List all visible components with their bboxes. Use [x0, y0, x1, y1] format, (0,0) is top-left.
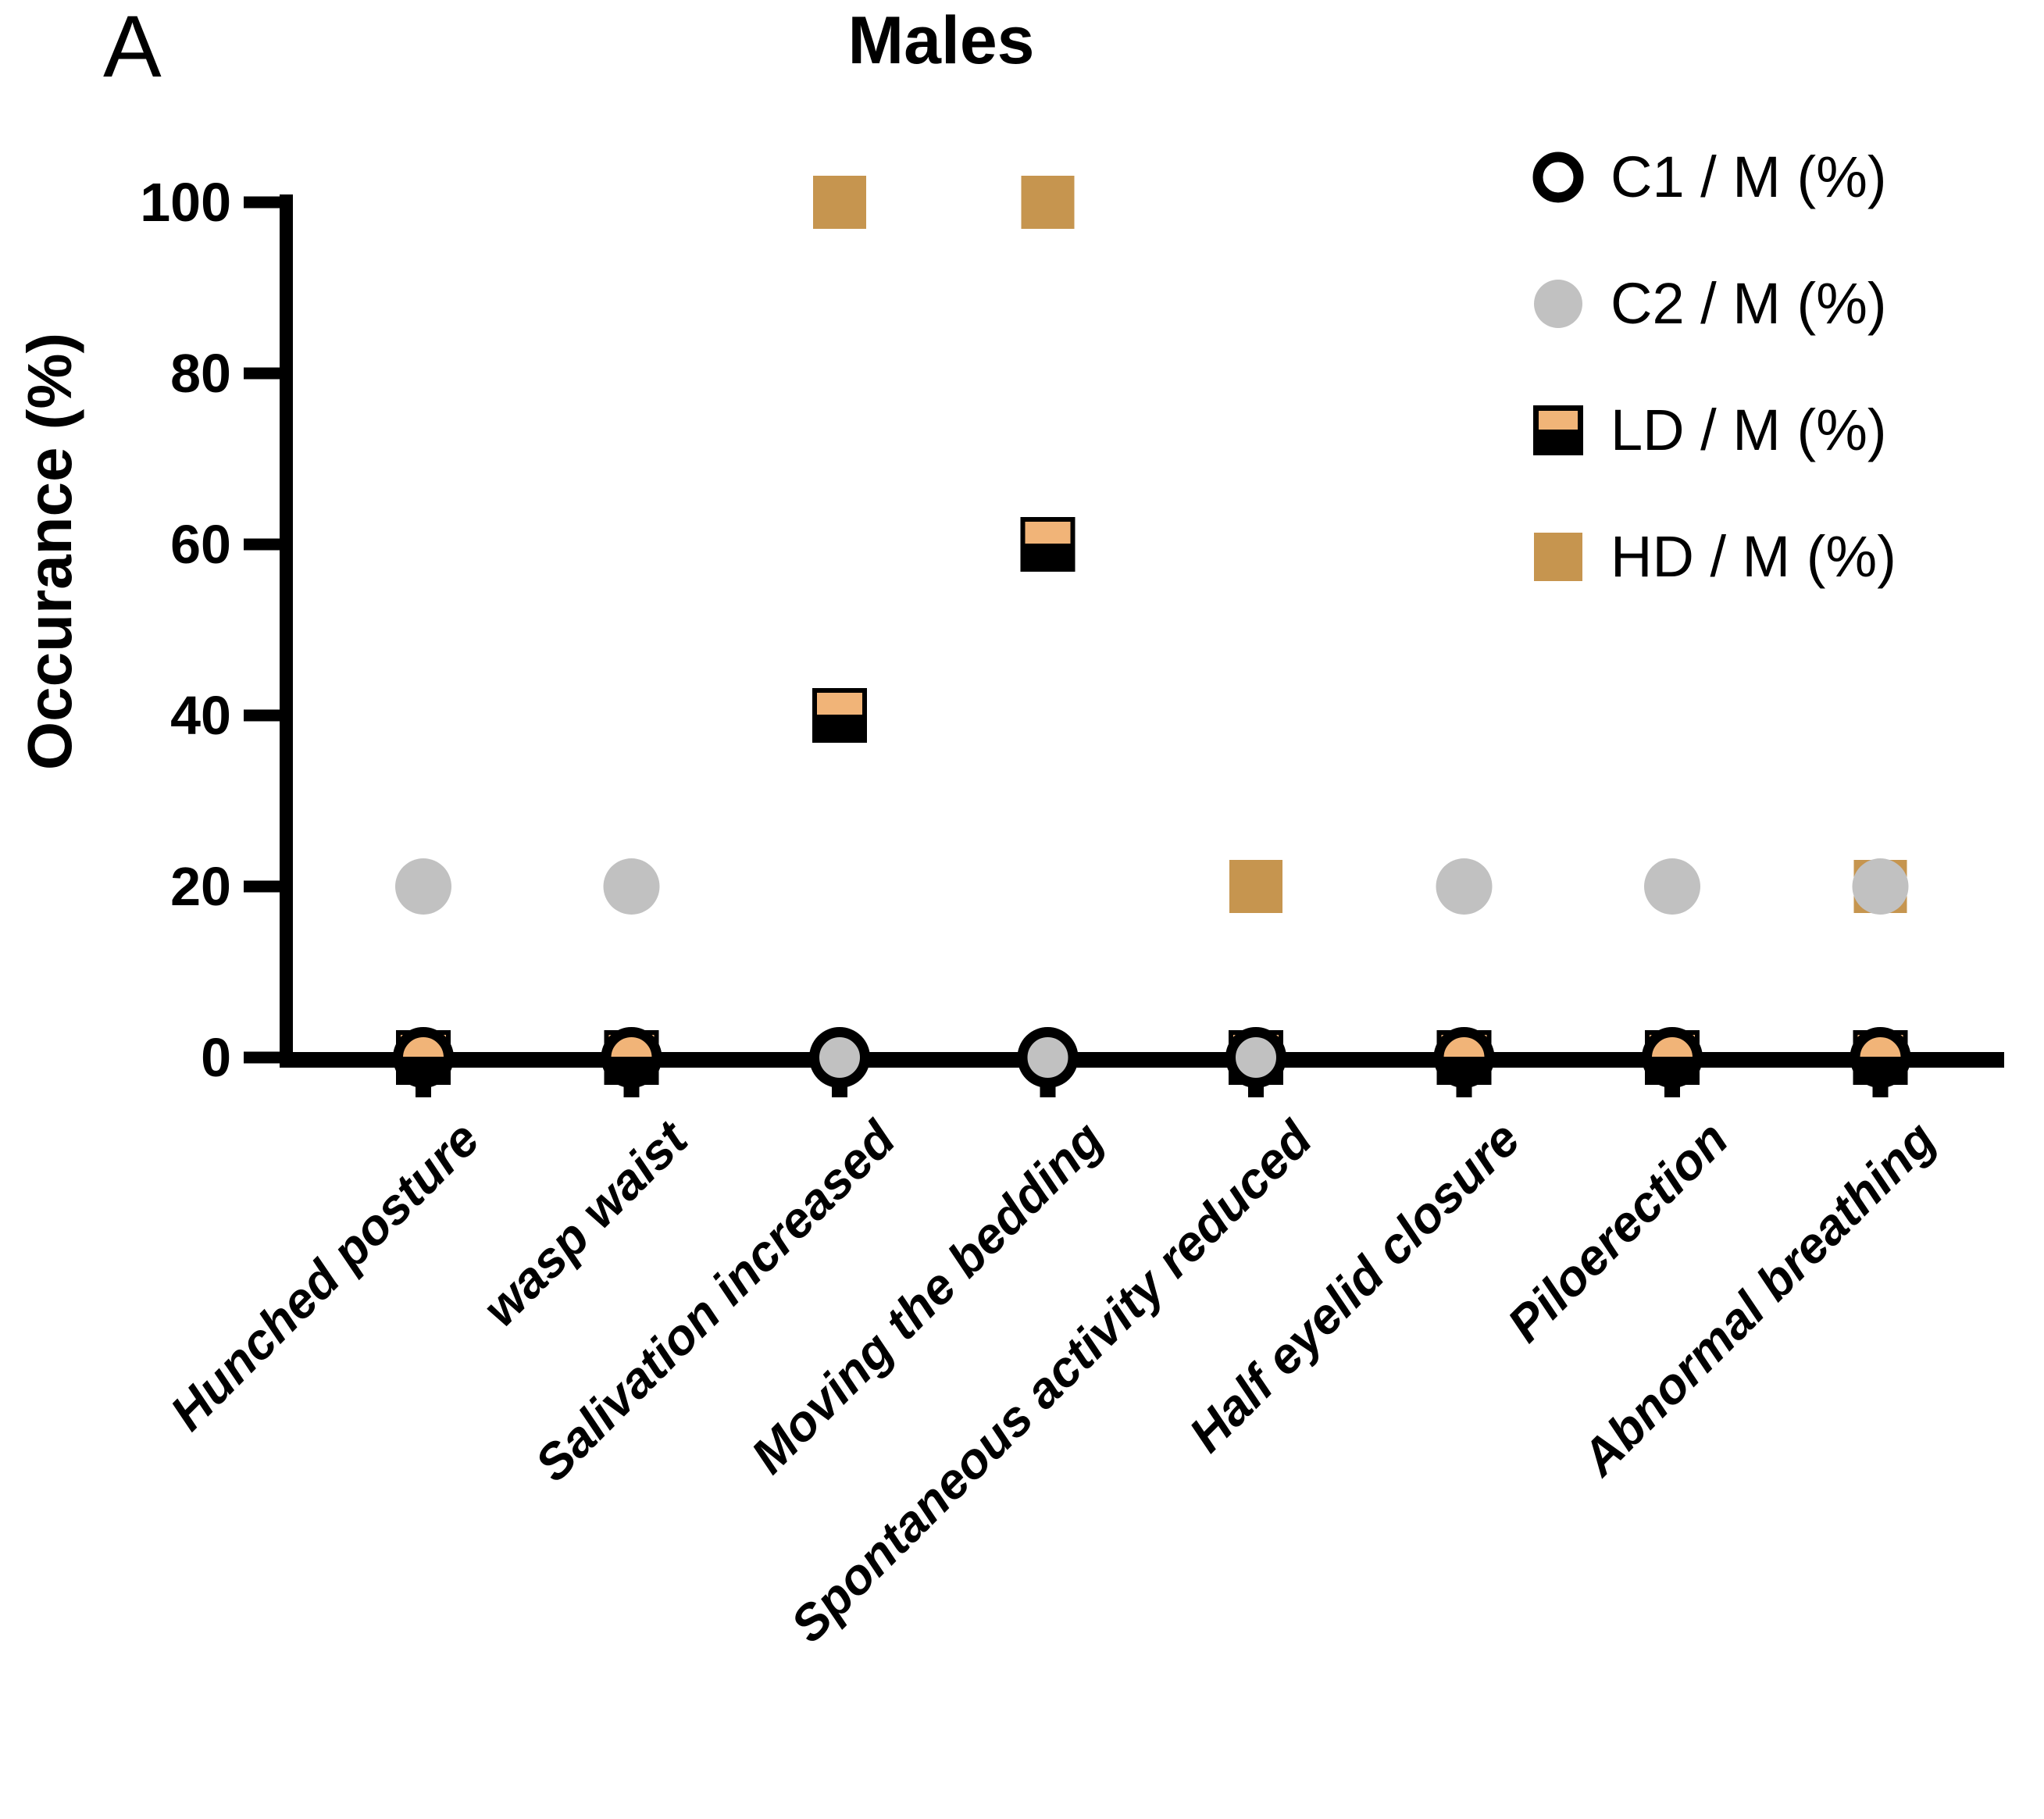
marker-hd: [1229, 860, 1282, 913]
marker-hd: [1021, 176, 1075, 229]
legend-item-ld: LD / M (%): [1529, 399, 1887, 462]
marker-c1: [1642, 1027, 1703, 1088]
y-tick: [244, 880, 280, 893]
marker-ld-top: [817, 693, 862, 715]
gray-circle-icon: [1534, 280, 1582, 328]
marker-hd: [813, 176, 866, 229]
half-filled-square-icon: [1533, 405, 1583, 455]
legend-label-c1: C1 / M (%): [1611, 144, 1887, 209]
y-axis-ticks: [244, 196, 280, 1064]
y-tick: [244, 538, 280, 551]
marker-c2: [812, 1029, 868, 1086]
panel-label: A: [103, 0, 162, 95]
y-tick: [244, 196, 280, 209]
y-tick: [244, 709, 280, 722]
y-tick: [244, 1051, 280, 1064]
y-tick-label: 100: [140, 172, 231, 233]
y-tick-label: 20: [170, 856, 231, 917]
marker-c1: [1850, 1027, 1911, 1088]
legend-item-c2: C2 / M (%): [1529, 273, 1887, 335]
y-tick-label: 0: [201, 1027, 231, 1088]
marker-c2: [1436, 858, 1493, 915]
marker-c1: [393, 1027, 454, 1088]
marker-c1: [601, 1027, 662, 1088]
filled-square-icon: [1534, 533, 1582, 581]
x-axis-line: [280, 1052, 2004, 1068]
y-tick-label: 60: [170, 514, 231, 575]
marker-c2: [1019, 1029, 1076, 1086]
y-axis-line: [280, 194, 293, 1068]
data-markers: [393, 176, 1911, 1088]
legend-item-c1: C1 / M (%): [1529, 146, 1887, 209]
marker-c2: [1644, 858, 1700, 915]
open-circle-icon: [1532, 152, 1584, 203]
y-tick-label: 40: [170, 685, 231, 746]
marker-c2: [395, 858, 451, 915]
y-tick: [244, 367, 280, 380]
legend-label-c2: C2 / M (%): [1611, 271, 1887, 336]
marker-c2: [603, 858, 660, 915]
marker-ld-top: [1025, 522, 1071, 544]
marker-c1: [1225, 1027, 1286, 1088]
legend-item-hd: HD / M (%): [1529, 526, 1896, 588]
marker-c2: [1228, 1029, 1284, 1086]
y-tick-label: 80: [170, 343, 231, 404]
marker-c1: [1017, 1027, 1079, 1088]
marker-c1: [809, 1027, 870, 1088]
marker-c1: [1433, 1027, 1495, 1088]
marker-c2: [1852, 858, 1909, 915]
chart-title: Males: [847, 3, 1035, 78]
legend-label-hd: HD / M (%): [1611, 524, 1896, 589]
legend-label-ld: LD / M (%): [1611, 398, 1887, 462]
